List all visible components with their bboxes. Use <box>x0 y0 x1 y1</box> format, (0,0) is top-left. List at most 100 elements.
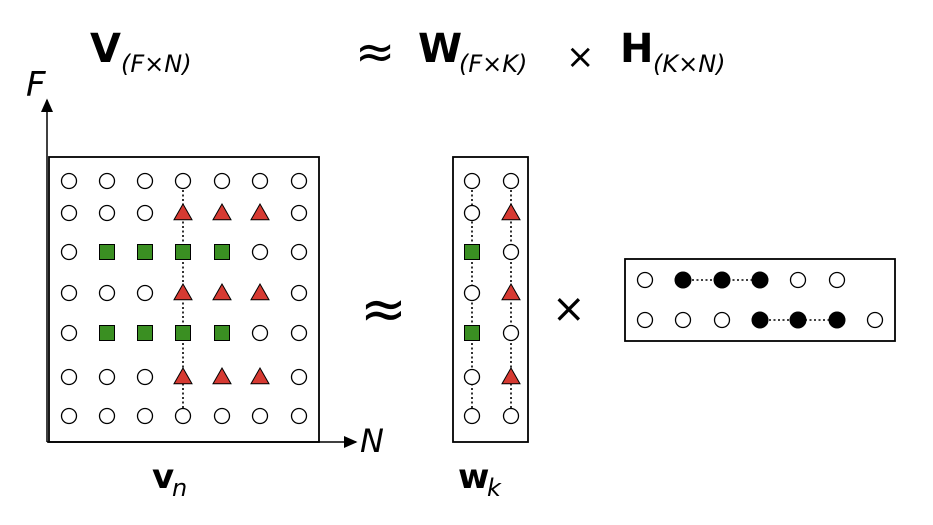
w-cell-red-triangle <box>501 366 521 385</box>
v-cell-empty-circle <box>290 284 308 302</box>
w-cell-empty-circle <box>463 368 481 386</box>
matrix-h-frame <box>624 258 896 342</box>
w-cell-empty-circle <box>502 407 520 425</box>
w-cell-empty-circle <box>463 407 481 425</box>
v-cell-empty-circle <box>251 324 269 342</box>
v-cell-empty-circle <box>290 368 308 386</box>
v-cell-empty-circle <box>60 204 78 222</box>
v-cell-empty-circle <box>290 204 308 222</box>
v-cell-empty-circle <box>136 368 154 386</box>
v-cell-red-triangle <box>250 282 270 301</box>
v-cell-green-square <box>99 244 115 260</box>
v-cell-green-square <box>137 244 153 260</box>
h-cell-empty-circle <box>828 271 846 289</box>
v-cell-empty-circle <box>174 407 192 425</box>
v-cell-empty-circle <box>174 172 192 190</box>
v-cell-empty-circle <box>251 243 269 261</box>
v-cell-red-triangle <box>212 202 232 221</box>
v-cell-empty-circle <box>213 172 231 190</box>
v-cell-empty-circle <box>60 172 78 190</box>
h-cell-filled-dot <box>674 271 692 289</box>
equation-approx-sign: ≈ <box>355 24 395 80</box>
v-cell-red-triangle <box>173 282 193 301</box>
v-column-subscript: n <box>172 474 187 502</box>
v-cell-empty-circle <box>60 368 78 386</box>
v-cell-empty-circle <box>60 284 78 302</box>
v-cell-empty-circle <box>213 407 231 425</box>
h-cell-filled-dot <box>713 271 731 289</box>
h-cell-filled-dot <box>828 311 846 329</box>
v-cell-empty-circle <box>98 204 116 222</box>
axes: F N <box>26 65 384 460</box>
v-cell-red-triangle <box>173 366 193 385</box>
h-cell-empty-circle <box>713 311 731 329</box>
v-cell-empty-circle <box>98 407 116 425</box>
w-cell-red-triangle <box>501 202 521 221</box>
v-cell-green-square <box>137 325 153 341</box>
w-cell-empty-circle <box>463 204 481 222</box>
v-cell-green-square <box>214 244 230 260</box>
h-symbol: H <box>620 26 653 72</box>
v-cell-red-triangle <box>173 202 193 221</box>
v-cell-empty-circle <box>60 324 78 342</box>
h-cell-empty-circle <box>789 271 807 289</box>
v-cell-red-triangle <box>212 282 232 301</box>
h-cell-empty-circle <box>866 311 884 329</box>
h-cell-empty-circle <box>674 311 692 329</box>
h-dims: (K×N) <box>653 50 726 78</box>
v-cell-green-square <box>175 325 191 341</box>
w-symbol: W <box>418 26 462 72</box>
h-cell-filled-dot <box>789 311 807 329</box>
v-cell-empty-circle <box>136 172 154 190</box>
v-cell-empty-circle <box>290 324 308 342</box>
v-cell-empty-circle <box>136 284 154 302</box>
equation-times-sign: × <box>566 37 595 77</box>
v-cell-empty-circle <box>60 407 78 425</box>
matrix-w-frame <box>452 156 529 443</box>
w-cell-empty-circle <box>502 324 520 342</box>
v-cell-green-square <box>99 325 115 341</box>
v-cell-red-triangle <box>250 202 270 221</box>
v-cell-green-square <box>175 244 191 260</box>
column-labels: v n w k <box>152 457 502 502</box>
v-cell-green-square <box>214 325 230 341</box>
v-cell-empty-circle <box>290 407 308 425</box>
axis-label-f: F <box>26 65 46 105</box>
matrix-w-markers <box>463 172 521 425</box>
h-cell-empty-circle <box>636 311 654 329</box>
axis-label-n: N <box>360 422 384 460</box>
v-cell-red-triangle <box>250 366 270 385</box>
lhs-dims: (F×N) <box>121 50 192 78</box>
matrix-v-frame <box>48 156 320 443</box>
v-cell-empty-circle <box>290 243 308 261</box>
v-column-symbol: v <box>152 457 174 497</box>
v-cell-empty-circle <box>251 407 269 425</box>
h-cell-filled-dot <box>751 311 769 329</box>
w-column-symbol: w <box>458 457 489 497</box>
v-cell-red-triangle <box>212 366 232 385</box>
v-cell-empty-circle <box>98 284 116 302</box>
w-dims: (F×K) <box>459 50 527 78</box>
equation: V (F×N) ≈ W (F×K) × H (K×N) <box>90 24 726 80</box>
v-cell-empty-circle <box>251 172 269 190</box>
times-sign: × <box>552 286 586 332</box>
w-column-subscript: k <box>487 474 502 502</box>
approx-sign: ≈ <box>360 277 407 342</box>
w-cell-empty-circle <box>463 172 481 190</box>
v-cell-empty-circle <box>136 407 154 425</box>
h-cell-filled-dot <box>751 271 769 289</box>
h-cell-empty-circle <box>636 271 654 289</box>
w-cell-green-square <box>464 325 480 341</box>
w-cell-empty-circle <box>502 243 520 261</box>
v-cell-empty-circle <box>136 204 154 222</box>
w-cell-empty-circle <box>502 172 520 190</box>
v-cell-empty-circle <box>290 172 308 190</box>
v-cell-empty-circle <box>98 368 116 386</box>
w-cell-red-triangle <box>501 282 521 301</box>
v-cell-empty-circle <box>60 243 78 261</box>
w-cell-green-square <box>464 244 480 260</box>
matrix-h-markers <box>636 271 884 329</box>
w-cell-empty-circle <box>463 284 481 302</box>
matrix-v-markers <box>60 172 308 425</box>
